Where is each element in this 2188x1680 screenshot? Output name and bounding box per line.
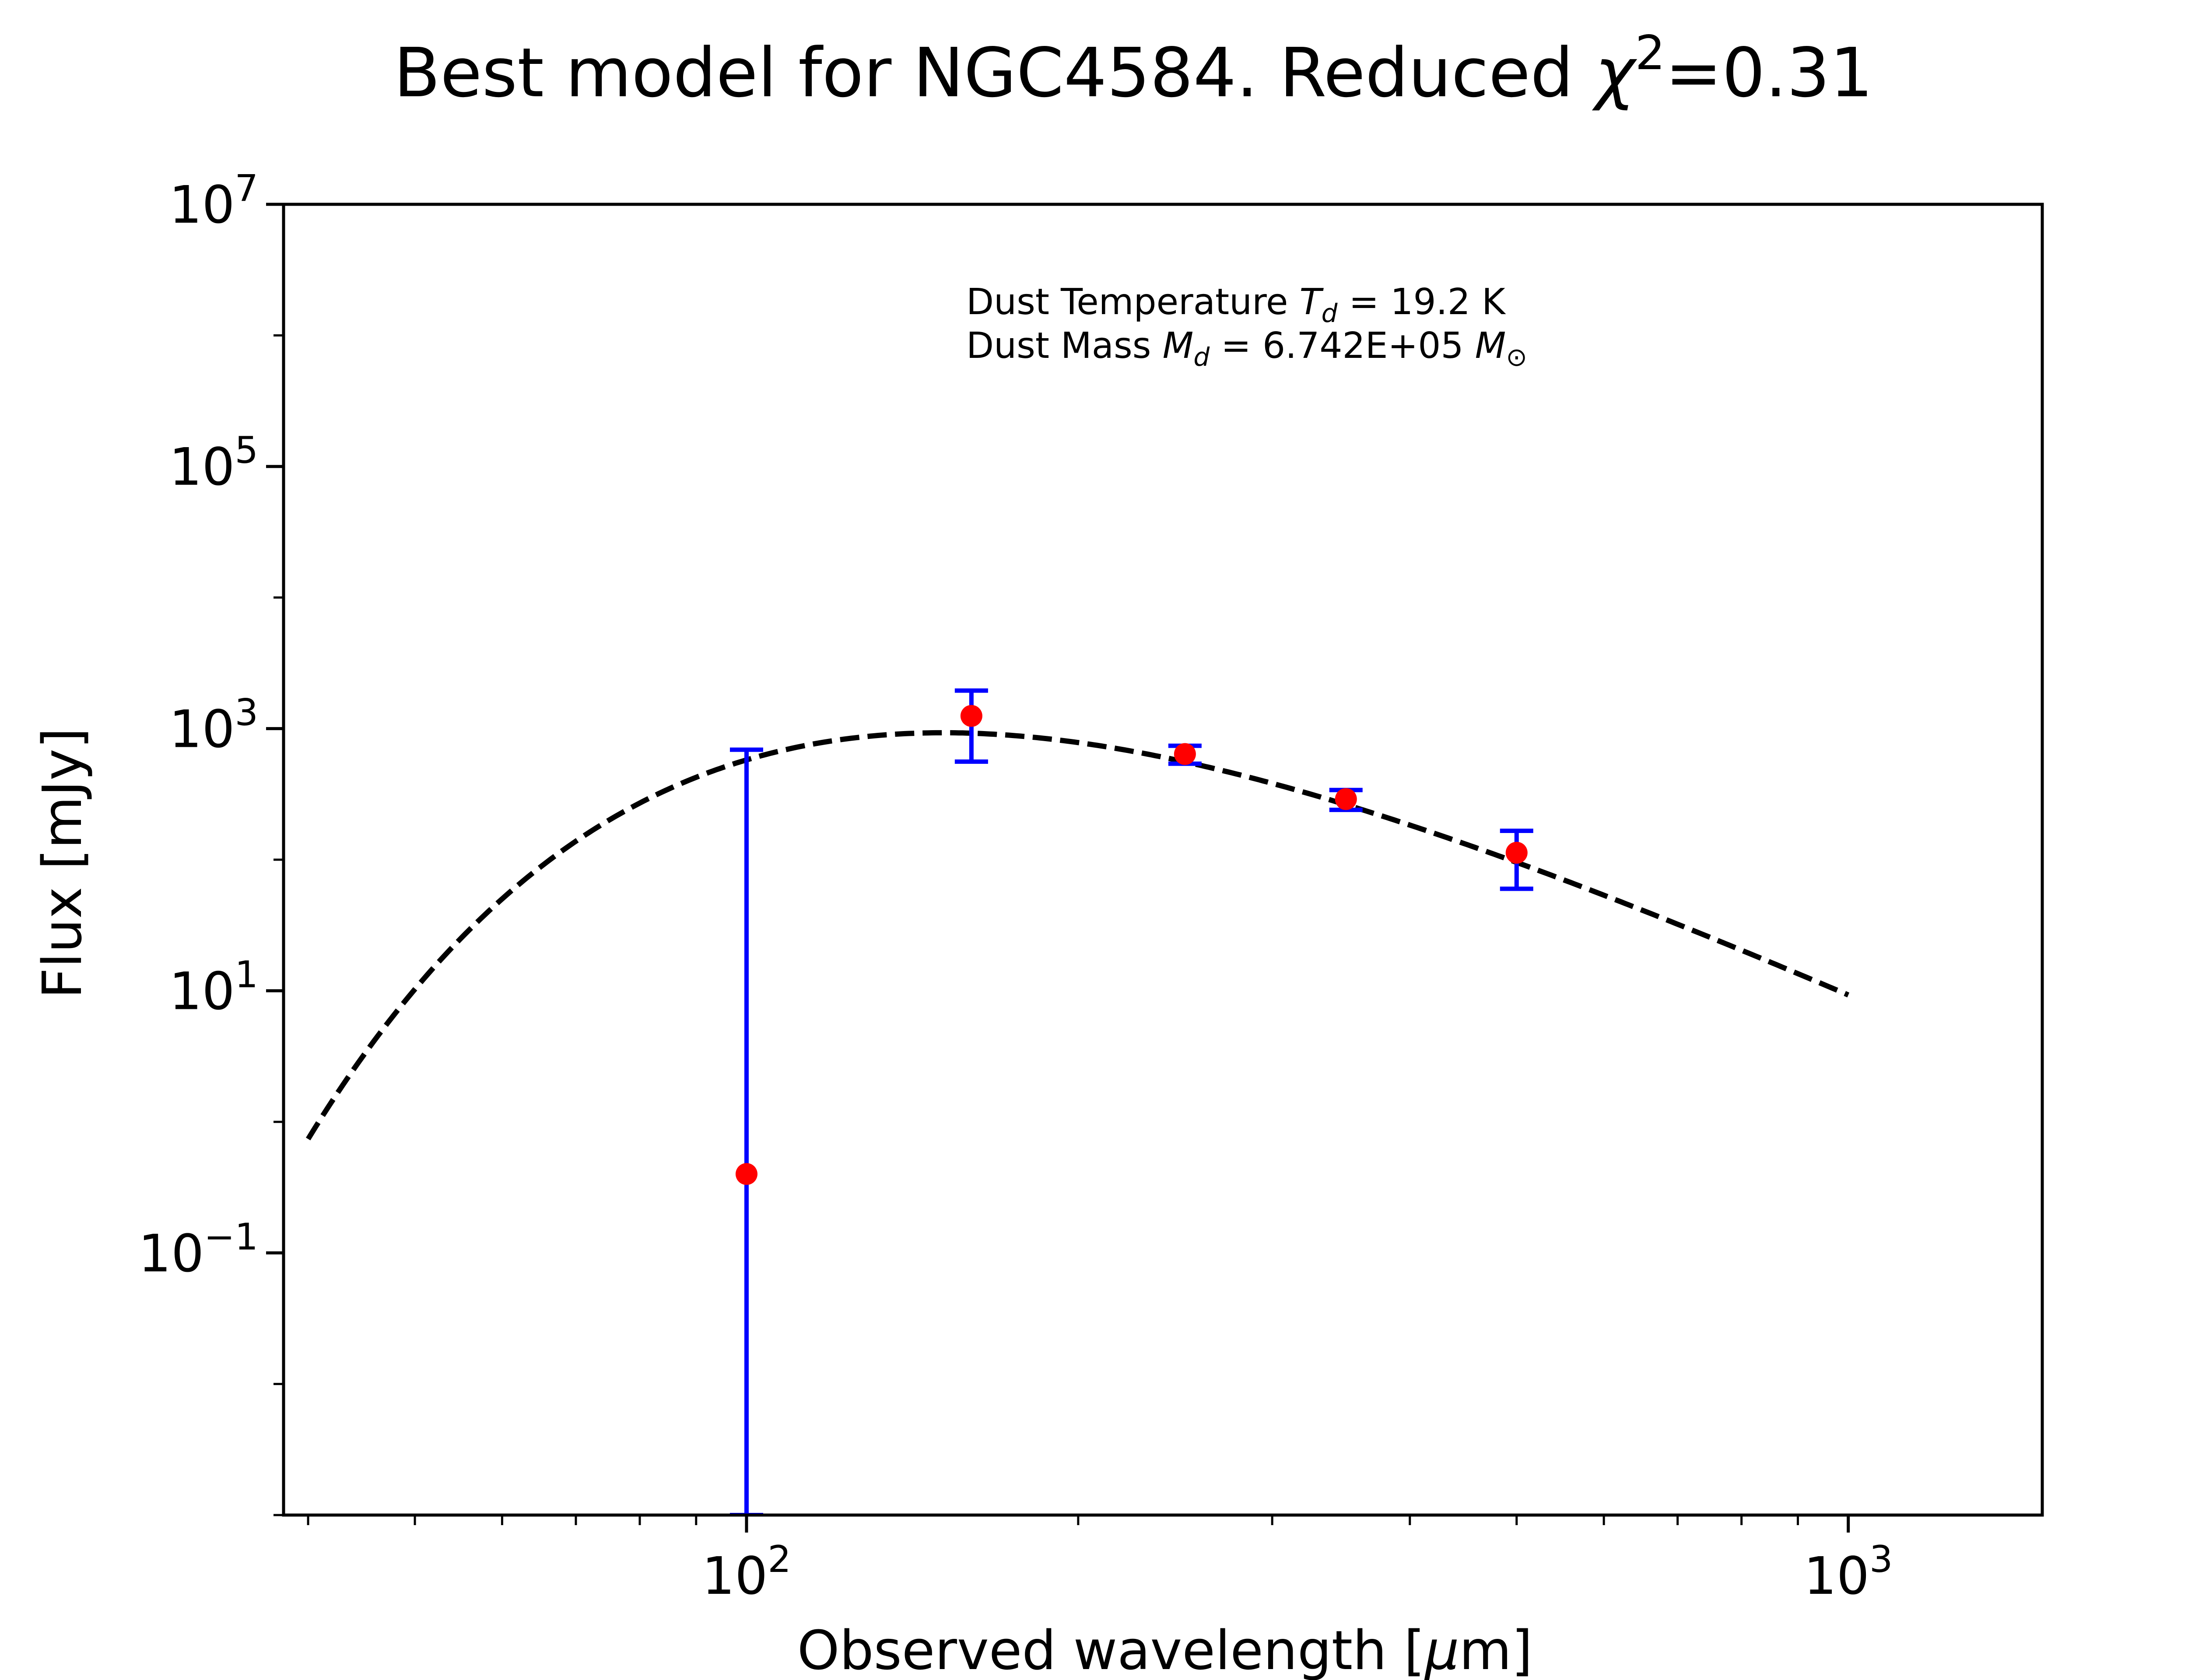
y-tick-label-5: 107 bbox=[169, 167, 258, 235]
chart-title-chi: χ bbox=[1592, 33, 1637, 112]
x-tick-label-base: 10 bbox=[702, 1546, 768, 1606]
x-axis-label: Observed wavelength [μm] bbox=[797, 1620, 1533, 1680]
annotation-temperature: Dust Temperature Td = 19.2 K bbox=[966, 281, 1506, 328]
y-tick-label-4: 105 bbox=[169, 429, 258, 497]
y-tick-label-2: 101 bbox=[169, 953, 258, 1022]
y-tick-label-base: 10 bbox=[169, 175, 235, 235]
y-tick-label-base: 10 bbox=[169, 699, 235, 759]
y-tick-label-base: 10 bbox=[138, 1223, 204, 1284]
x-tick-label-2: 103 bbox=[1804, 1538, 1893, 1606]
x-axis-label-unit: m] bbox=[1459, 1620, 1532, 1680]
x-tick-label-1: 102 bbox=[702, 1538, 791, 1606]
x-axis-ticks: 102 103 bbox=[307, 1515, 1893, 1606]
y-tick-label-1: 10−1 bbox=[138, 1215, 258, 1284]
plot-layer bbox=[305, 688, 1850, 1515]
x-axis-label-mu: μ bbox=[1424, 1620, 1459, 1680]
annotation-temperature-value: = 19.2 K bbox=[1337, 281, 1506, 323]
axes-frame bbox=[282, 203, 2044, 1517]
annotation-mass-value: = 6.742E+05 bbox=[1210, 325, 1475, 367]
data-point-4 bbox=[1335, 788, 1357, 810]
annotation-temperature-sub: d bbox=[1322, 298, 1338, 328]
plot-clipped-group bbox=[305, 688, 1850, 1515]
y-tick-label-exponent: 1 bbox=[235, 953, 258, 996]
chart-title-suffix: =0.31 bbox=[1665, 33, 1873, 112]
annotation-mass-unit-symbol: M bbox=[1475, 325, 1506, 367]
y-axis-label: Flux [mJy] bbox=[32, 728, 94, 999]
chart-title-chi-exp: 2 bbox=[1635, 26, 1666, 80]
data-point-3 bbox=[1174, 743, 1196, 765]
x-tick-label-base: 10 bbox=[1804, 1546, 1869, 1606]
y-tick-label-base: 10 bbox=[169, 437, 235, 497]
x-tick-label-exponent: 2 bbox=[768, 1538, 791, 1581]
y-tick-label-exponent: 7 bbox=[235, 167, 258, 210]
x-tick-label-exponent: 3 bbox=[1869, 1538, 1893, 1581]
annotation-mass-prefix: Dust Mass bbox=[966, 325, 1163, 367]
annotation-mass-symbol: M bbox=[1163, 325, 1194, 367]
annotation-mass-sub: d bbox=[1193, 342, 1210, 372]
y-tick-label-3: 103 bbox=[169, 691, 258, 759]
annotation-temperature-symbol: T bbox=[1300, 281, 1324, 323]
data-point-1 bbox=[735, 1163, 757, 1185]
chart-title: Best model for NGC4584. Reduced χ2=0.31 bbox=[394, 26, 1873, 112]
y-tick-label-exponent: 3 bbox=[235, 691, 258, 734]
data-point-5 bbox=[1505, 842, 1528, 864]
x-axis-label-prefix: Observed wavelength [ bbox=[797, 1620, 1425, 1680]
annotation-mass-unit-sub: ⊙ bbox=[1506, 342, 1527, 372]
y-tick-label-exponent: −1 bbox=[204, 1215, 258, 1258]
annotation-temperature-prefix: Dust Temperature bbox=[966, 281, 1300, 323]
y-tick-label-exponent: 5 bbox=[235, 429, 258, 472]
model-curve-line bbox=[305, 730, 1850, 1141]
y-tick-label-base: 10 bbox=[169, 961, 235, 1022]
annotation-mass: Dust Mass Md = 6.742E+05 M⊙ bbox=[966, 325, 1527, 372]
chart-title-prefix: Best model for NGC4584. Reduced bbox=[394, 33, 1595, 112]
data-point-2 bbox=[960, 705, 982, 727]
